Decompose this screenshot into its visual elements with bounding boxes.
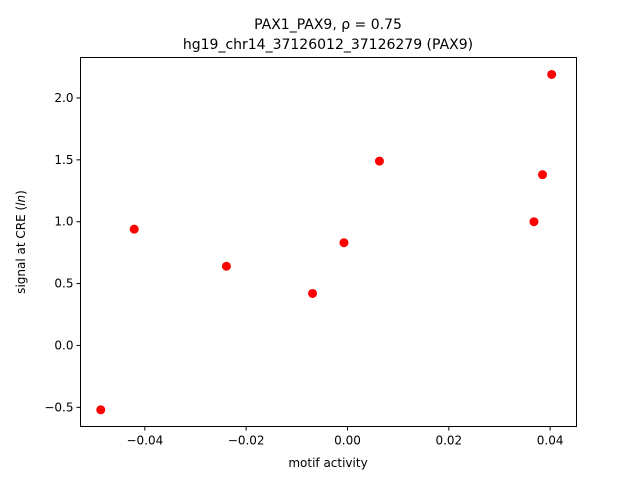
x-axis-label: motif activity <box>288 456 367 470</box>
chart-title-line2: hg19_chr14_37126012_37126279 (PAX9) <box>183 37 473 53</box>
data-point <box>129 224 139 234</box>
data-point <box>221 261 231 271</box>
y-axis-label-suffix: ) <box>14 190 28 195</box>
y-tick-label: −0.5 <box>44 400 73 414</box>
data-point <box>339 238 349 248</box>
data-point <box>308 288 318 298</box>
x-tick-label: 0.04 <box>537 434 564 448</box>
plot-frame <box>80 57 577 427</box>
x-tick-label: −0.02 <box>228 434 265 448</box>
y-tick-label: 0.0 <box>54 338 73 352</box>
scatter-points <box>96 69 557 415</box>
y-tick-label: 1.5 <box>54 153 73 167</box>
data-point <box>96 405 106 415</box>
y-axis-label: signal at CRE (ln) <box>14 190 28 294</box>
y-tick-label: 0.5 <box>54 277 73 291</box>
y-tick-label: 1.0 <box>54 215 73 229</box>
data-point <box>374 156 384 166</box>
data-point <box>529 217 539 227</box>
data-point <box>538 170 548 180</box>
y-axis-label-prefix: signal at CRE ( <box>14 206 28 294</box>
x-tick-label: 0.00 <box>334 434 361 448</box>
data-point <box>547 69 557 79</box>
chart-title-line1: PAX1_PAX9, ρ = 0.75 <box>254 17 402 33</box>
y-axis-label-italic: ln <box>14 195 28 206</box>
y-axis-ticks: −0.5 0.0 0.5 1.0 1.5 2.0 <box>44 91 81 414</box>
x-tick-label: −0.04 <box>126 434 163 448</box>
x-tick-label: 0.02 <box>435 434 462 448</box>
y-tick-label: 2.0 <box>54 91 73 105</box>
x-axis-ticks: −0.04 −0.02 0.00 0.02 0.04 <box>126 426 564 448</box>
